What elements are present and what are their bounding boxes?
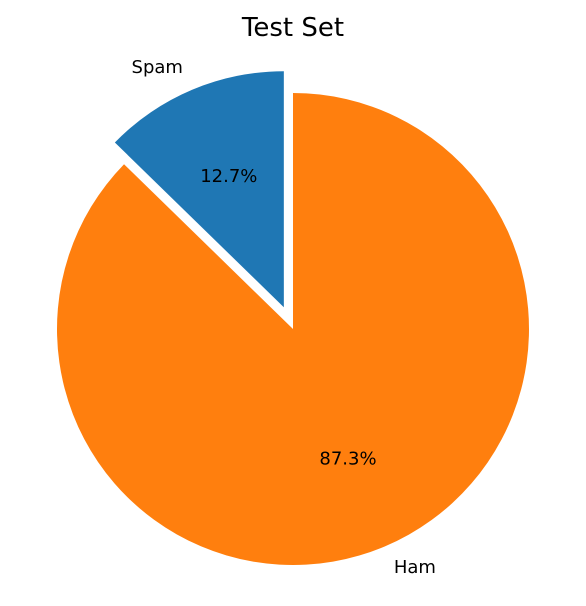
pie-percent-ham: 87.3% [319,448,376,469]
pie-labels: Spam 12.7% Ham 87.3% [132,57,436,578]
pie-slice-ham [56,93,529,565]
pie-label-spam: Spam [132,57,183,78]
chart-title: Test Set [241,13,344,43]
pie-percent-spam: 12.7% [200,166,257,187]
pie-label-ham: Ham [394,557,436,578]
pie-slices [56,71,529,565]
pie-slice-spam [114,71,284,308]
